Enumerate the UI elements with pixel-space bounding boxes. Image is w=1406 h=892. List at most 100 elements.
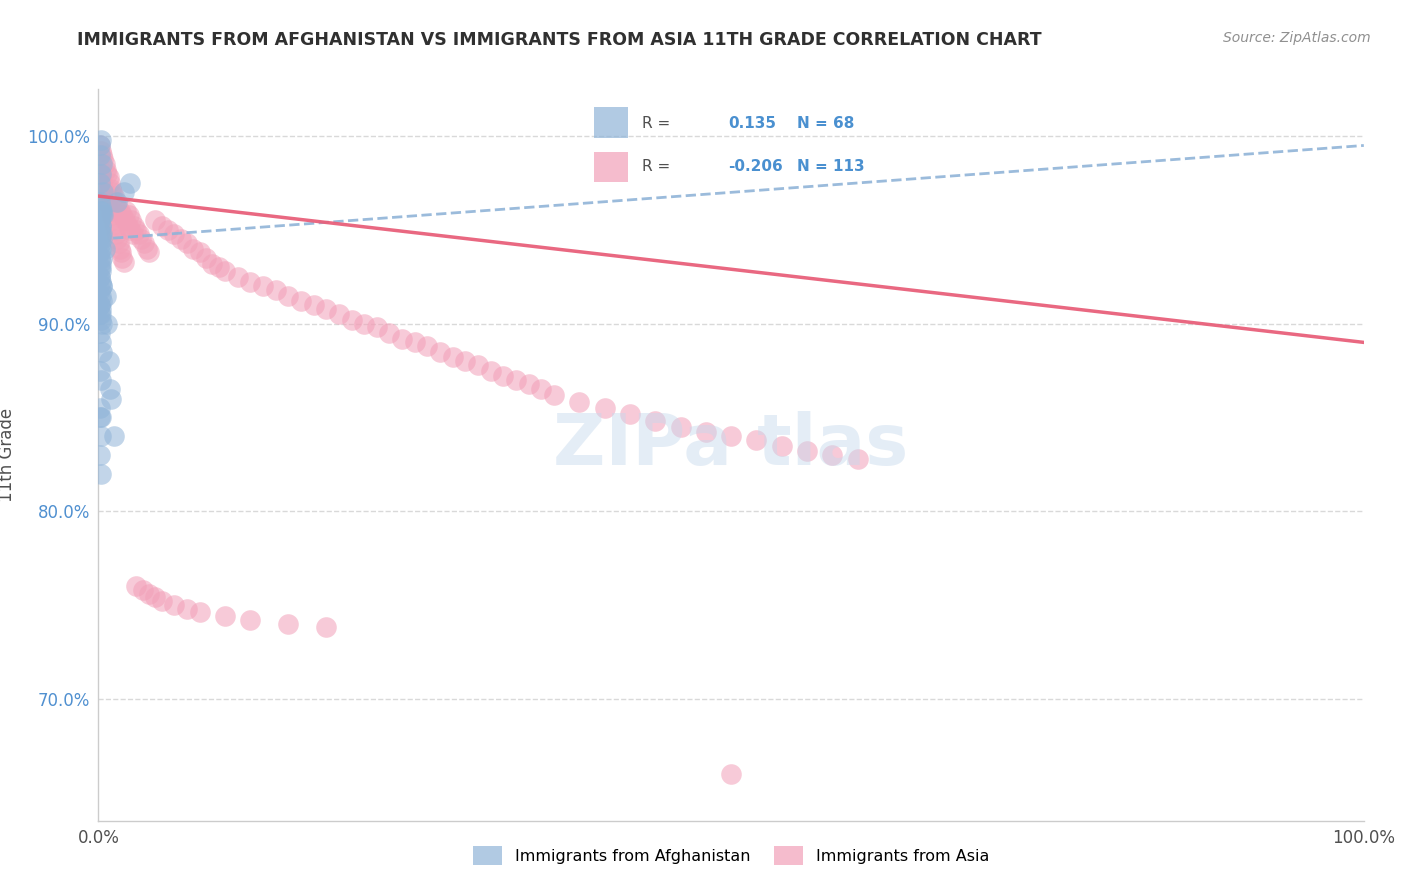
Point xyxy=(90,410,112,425)
Point xyxy=(90,373,112,387)
Point xyxy=(492,369,515,384)
Point xyxy=(770,438,793,452)
Y-axis label: 11th Grade: 11th Grade xyxy=(0,408,15,502)
Point xyxy=(122,219,145,233)
Point xyxy=(89,269,111,284)
Point xyxy=(315,301,337,316)
Point xyxy=(90,170,112,185)
Point xyxy=(89,298,111,312)
Point xyxy=(132,235,155,250)
Point xyxy=(89,232,111,246)
Point xyxy=(239,276,262,290)
Point xyxy=(104,194,127,209)
Point xyxy=(745,433,768,447)
Point xyxy=(89,363,111,377)
Point xyxy=(163,227,186,241)
Point xyxy=(120,223,141,237)
Point xyxy=(93,186,117,200)
Point xyxy=(93,157,117,171)
Point xyxy=(103,429,125,443)
Point xyxy=(125,579,148,593)
Point xyxy=(429,344,451,359)
Text: R =: R = xyxy=(643,116,671,131)
Point xyxy=(90,219,112,233)
Point xyxy=(89,326,111,340)
Point xyxy=(91,208,114,222)
Point xyxy=(340,313,363,327)
Point xyxy=(90,260,112,275)
Text: N = 113: N = 113 xyxy=(797,159,865,174)
Point xyxy=(669,419,692,434)
Point xyxy=(226,269,249,284)
Point xyxy=(89,167,111,181)
Point xyxy=(366,320,388,334)
Point xyxy=(169,232,191,246)
Point xyxy=(97,170,120,185)
Point xyxy=(100,181,122,195)
Point xyxy=(214,609,236,624)
Point xyxy=(89,410,111,425)
Point xyxy=(90,204,112,219)
Point xyxy=(89,213,111,227)
Point xyxy=(315,620,337,634)
Point xyxy=(89,245,111,260)
Point xyxy=(90,200,112,214)
Bar xyxy=(593,152,628,183)
Point xyxy=(90,227,112,241)
Point xyxy=(239,613,262,627)
Point xyxy=(644,414,666,428)
Point xyxy=(90,219,112,233)
Point xyxy=(94,288,117,302)
Point xyxy=(89,138,111,153)
Point xyxy=(90,144,112,158)
Point xyxy=(125,223,148,237)
Point xyxy=(150,219,173,233)
Point xyxy=(91,344,114,359)
Point xyxy=(112,254,135,268)
Point xyxy=(107,194,129,209)
Point xyxy=(90,133,112,147)
Point xyxy=(150,594,173,608)
Text: ZIPa tlas: ZIPa tlas xyxy=(554,411,908,481)
Point xyxy=(120,176,141,190)
Point xyxy=(188,245,211,260)
Point xyxy=(183,242,205,256)
Point xyxy=(138,587,160,601)
Point xyxy=(96,167,118,181)
Point xyxy=(89,223,111,237)
Point xyxy=(100,392,122,406)
Point xyxy=(91,279,114,293)
Point xyxy=(108,204,131,219)
Point xyxy=(176,601,198,615)
Point xyxy=(112,186,135,200)
Point xyxy=(91,148,114,162)
Point xyxy=(163,598,186,612)
Point xyxy=(89,213,111,227)
Point xyxy=(252,279,274,293)
Point xyxy=(441,351,464,365)
Point xyxy=(101,186,124,200)
Point xyxy=(302,298,325,312)
Point xyxy=(89,251,111,265)
Point xyxy=(89,204,111,219)
Text: N = 68: N = 68 xyxy=(797,116,855,131)
Point xyxy=(201,257,224,271)
Point xyxy=(93,181,115,195)
Point xyxy=(89,307,111,321)
Point xyxy=(111,251,134,265)
Point xyxy=(132,582,155,597)
Point xyxy=(720,766,742,780)
Point xyxy=(98,176,121,190)
Point xyxy=(96,317,118,331)
Point xyxy=(176,235,198,250)
Text: IMMIGRANTS FROM AFGHANISTAN VS IMMIGRANTS FROM ASIA 11TH GRADE CORRELATION CHART: IMMIGRANTS FROM AFGHANISTAN VS IMMIGRANT… xyxy=(77,31,1042,49)
Point xyxy=(378,326,401,340)
Point xyxy=(695,425,717,440)
Point xyxy=(90,254,112,268)
Point xyxy=(467,358,489,372)
Point xyxy=(91,176,114,190)
Point xyxy=(454,354,477,368)
Point xyxy=(107,200,129,214)
Point xyxy=(543,388,565,402)
Point xyxy=(105,227,128,241)
